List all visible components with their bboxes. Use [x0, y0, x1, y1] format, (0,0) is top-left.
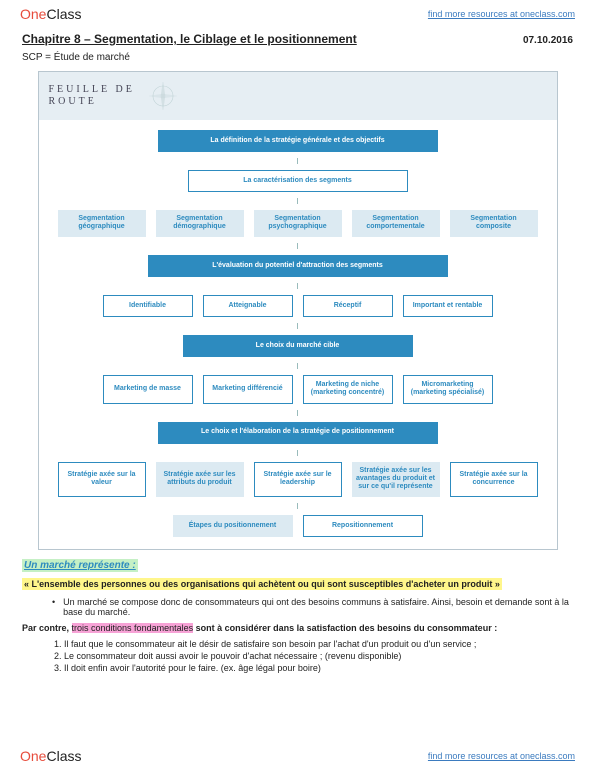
box-mkt-niche: Marketing de niche (marketing concentré) — [303, 375, 393, 404]
box-strat-valeur: Stratégie axée sur la valeur — [58, 462, 146, 497]
brand-logo: OneClass — [20, 6, 81, 22]
box-atteignable: Atteignable — [203, 295, 293, 317]
row-strategies: Stratégie axée sur la valeur Stratégie a… — [49, 462, 547, 497]
footer-link[interactable]: find more resources at oneclass.com — [428, 751, 575, 761]
page-content: Chapitre 8 – Segmentation, le Ciblage et… — [0, 28, 595, 673]
bullet-icon: • — [52, 597, 55, 617]
market-quote: « L'ensemble des personnes ou des organi… — [22, 578, 502, 590]
box-receptif: Réceptif — [303, 295, 393, 317]
brand-class: Class — [46, 6, 81, 22]
condition-2: Le consommateur doit aussi avoir le pouv… — [64, 651, 573, 661]
diagram-body: La définition de la stratégie générale e… — [39, 120, 557, 549]
box-micromkt: Micromarketing (marketing spécialisé) — [403, 375, 493, 404]
box-etapes: Étapes du positionnement — [173, 515, 293, 537]
box-seg-geo: Segmentation géographique — [58, 210, 146, 237]
bullet-row: • Un marché se compose donc de consommat… — [52, 597, 573, 617]
connector — [297, 410, 298, 416]
row-position-steps: Étapes du positionnement Repositionnemen… — [49, 515, 547, 537]
section-title: Un marché représente : — [22, 559, 138, 572]
connector — [297, 323, 298, 329]
condition-1: Il faut que le consommateur ait le désir… — [64, 639, 573, 649]
row-marketing-types: Marketing de masse Marketing différencié… — [49, 375, 547, 404]
connector — [297, 243, 298, 249]
box-choix-cible: Le choix du marché cible — [183, 335, 413, 357]
box-strat-avantages: Stratégie axée sur les avantages du prod… — [352, 462, 440, 497]
chapter-title: Chapitre 8 – Segmentation, le Ciblage et… — [22, 32, 357, 46]
header-link[interactable]: find more resources at oneclass.com — [428, 9, 575, 19]
condition-3: Il doit enfin avoir l'autorité pour le f… — [64, 663, 573, 673]
box-strat-leadership: Stratégie axée sur le leadership — [254, 462, 342, 497]
connector — [297, 503, 298, 509]
bullet-text: Un marché se compose donc de consommateu… — [63, 597, 573, 617]
brand-one-footer: One — [20, 748, 46, 764]
roadmap-diagram: FEUILLE DE ROUTE La définition de la str… — [38, 71, 558, 550]
connector — [297, 363, 298, 369]
chapter-date: 07.10.2016 — [523, 35, 573, 46]
box-mkt-diff: Marketing différencié — [203, 375, 293, 404]
brand-one: One — [20, 6, 46, 22]
contra-highlight: trois conditions fondamentales — [72, 623, 194, 633]
compass-icon — [143, 78, 183, 114]
row-segmentation-types: Segmentation géographique Segmentation d… — [49, 210, 547, 237]
brand-class-footer: Class — [46, 748, 81, 764]
diagram-header-title: FEUILLE DE ROUTE — [49, 84, 135, 108]
box-strategy-def: La définition de la stratégie générale e… — [158, 130, 438, 152]
box-identifiable: Identifiable — [103, 295, 193, 317]
box-segment-char: La caractérisation des segments — [188, 170, 408, 192]
box-seg-composite: Segmentation composite — [450, 210, 538, 237]
box-mkt-masse: Marketing de masse — [103, 375, 193, 404]
box-choix-position: Le choix et l'élaboration de la stratégi… — [158, 422, 438, 444]
box-seg-psycho: Segmentation psychographique — [254, 210, 342, 237]
connector — [297, 198, 298, 204]
route-line1: FEUILLE DE — [49, 84, 135, 95]
box-strat-concurrence: Stratégie axée sur la concurrence — [450, 462, 538, 497]
box-eval: L'évaluation du potentiel d'attraction d… — [148, 255, 448, 277]
connector — [297, 158, 298, 164]
box-important: Important et rentable — [403, 295, 493, 317]
quote-wrap: « L'ensemble des personnes ou des organi… — [22, 577, 573, 591]
brand-logo-footer: OneClass — [20, 748, 81, 764]
scp-line: SCP = Étude de marché — [22, 52, 573, 63]
route-line2: ROUTE — [49, 96, 97, 107]
box-strat-attributs: Stratégie axée sur les attributs du prod… — [156, 462, 244, 497]
page-footer: OneClass find more resources at oneclass… — [0, 742, 595, 770]
connector — [297, 450, 298, 456]
connector — [297, 283, 298, 289]
page-header: OneClass find more resources at oneclass… — [0, 0, 595, 28]
conditions-list: Il faut que le consommateur ait le désir… — [52, 639, 573, 673]
section-title-wrap: Un marché représente : — [22, 560, 573, 571]
box-reposition: Repositionnement — [303, 515, 423, 537]
box-seg-demo: Segmentation démographique — [156, 210, 244, 237]
box-seg-comport: Segmentation comportementale — [352, 210, 440, 237]
contra-para: Par contre, trois conditions fondamental… — [22, 623, 573, 633]
contra-pre: Par contre, — [22, 623, 72, 633]
title-row: Chapitre 8 – Segmentation, le Ciblage et… — [22, 32, 573, 46]
row-eval-criteria: Identifiable Atteignable Réceptif Import… — [49, 295, 547, 317]
diagram-header: FEUILLE DE ROUTE — [39, 72, 557, 120]
contra-post: sont à considérer dans la satisfaction d… — [193, 623, 497, 633]
